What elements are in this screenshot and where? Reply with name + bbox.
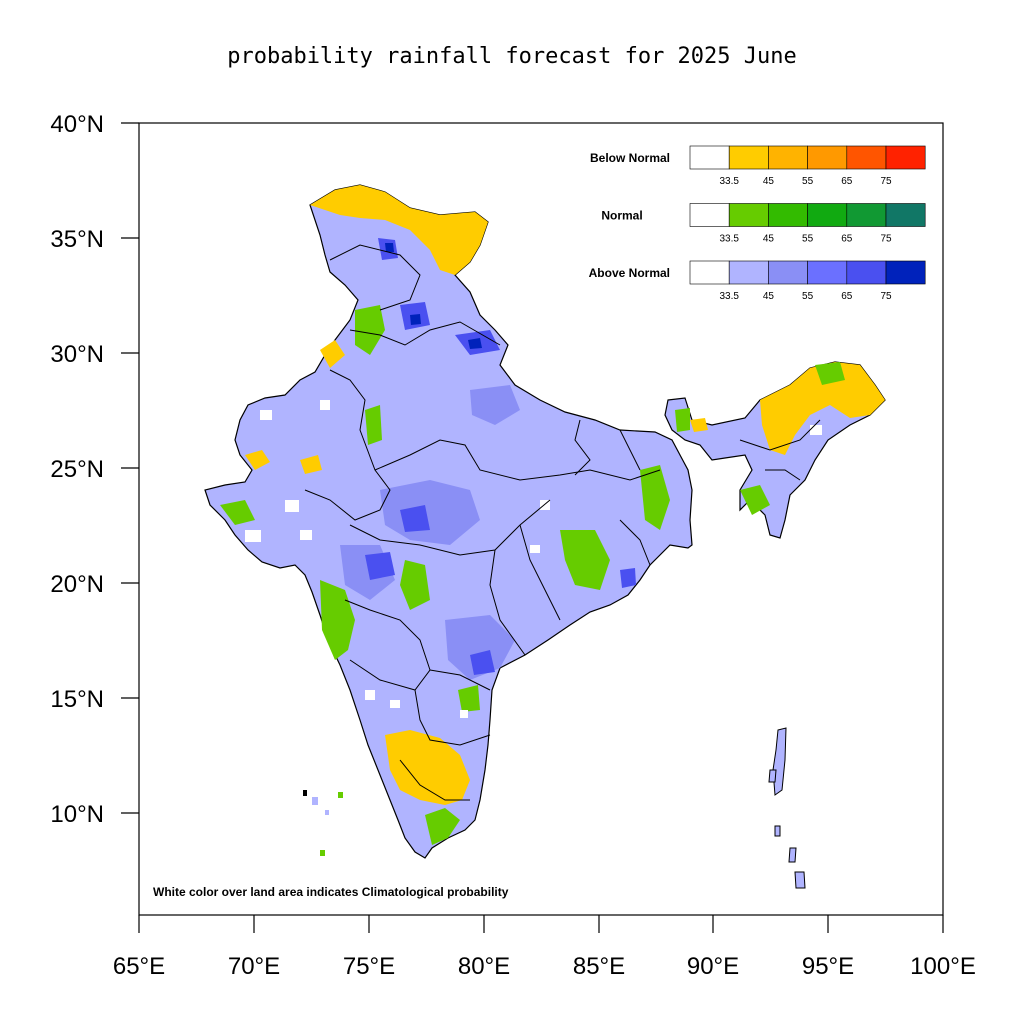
below-normal-regions — [245, 185, 885, 805]
legend-label-0: Below Normal — [590, 151, 670, 165]
legend-tick-1-2: 55 — [802, 234, 814, 245]
lat-label-10: 10°N — [50, 801, 104, 828]
legend-swatch-1-5 — [885, 203, 926, 227]
legend-swatch-2-5 — [885, 260, 926, 285]
legend-swatch-0-4 — [846, 145, 887, 170]
legend-swatch-2-4 — [846, 260, 887, 285]
legend-tick-2-2: 55 — [802, 291, 814, 302]
legend-tick-1-3: 65 — [841, 234, 853, 245]
latitude-axis: 40°N 35°N 30°N 25°N 20°N 15°N 10°N — [50, 111, 139, 828]
legend-tick-0-4: 75 — [880, 176, 892, 187]
lat-label-20: 20°N — [50, 571, 104, 598]
legend-swatch-2-1 — [728, 260, 769, 285]
lon-label-95: 95°E — [802, 953, 854, 980]
legend-swatch-1-1 — [728, 203, 769, 227]
lon-label-100: 100°E — [910, 953, 976, 980]
legend-swatch-1-0 — [689, 203, 730, 227]
legend-tick-2-3: 65 — [841, 291, 853, 302]
legend-swatch-2-3 — [807, 260, 848, 285]
above-normal-darkest-regions — [385, 243, 482, 349]
legend: Below Normal 33.5 45 55 65 75 Normal 33.5 45 55 65… — [589, 145, 926, 302]
legend-tick-0-3: 65 — [841, 176, 853, 187]
legend-tick-2-1: 45 — [763, 291, 775, 302]
legend-tick-2-0: 33.5 — [719, 291, 739, 302]
state-borders — [304, 244, 821, 801]
legend-swatch-0-2 — [768, 145, 808, 170]
lat-label-40: 40°N — [50, 111, 104, 138]
lon-label-90: 90°E — [687, 953, 739, 980]
legend-label-1: Normal — [601, 209, 642, 223]
lakshadweep-islands — [303, 790, 343, 856]
andaman-nicobar-islands — [768, 727, 806, 889]
legend-tick-0-2: 55 — [802, 176, 814, 187]
climatology-note: White color over land area indicates Cli… — [153, 885, 509, 899]
longitude-axis: 65°E 70°E 75°E 80°E 85°E 90°E 95°E 100°E — [113, 915, 976, 980]
legend-swatch-1-4 — [846, 203, 887, 227]
legend-tick-1-1: 45 — [763, 234, 775, 245]
lon-label-80: 80°E — [458, 953, 510, 980]
legend-label-2: Above Normal — [589, 266, 670, 280]
lat-label-15: 15°N — [50, 686, 104, 713]
legend-swatch-0-1 — [728, 145, 769, 170]
legend-swatch-2-0 — [689, 260, 730, 285]
legend-tick-1-0: 33.5 — [719, 234, 739, 245]
map-title: probability rainfall forecast for 2025 J… — [227, 44, 797, 69]
lon-label-85: 85°E — [573, 953, 625, 980]
lat-label-25: 25°N — [50, 456, 104, 483]
legend-swatch-1-3 — [807, 203, 848, 227]
climatological-spots — [245, 400, 822, 718]
lon-label-75: 75°E — [343, 953, 395, 980]
legend-swatch-0-5 — [885, 145, 926, 170]
legend-tick-0-1: 45 — [763, 176, 775, 187]
legend-tick-1-4: 75 — [880, 234, 892, 245]
lat-label-35: 35°N — [50, 226, 104, 253]
lon-label-65: 65°E — [113, 953, 165, 980]
legend-swatch-1-2 — [768, 203, 808, 227]
map-frame — [138, 122, 944, 916]
legend-swatch-0-0 — [689, 145, 730, 170]
lat-label-30: 30°N — [50, 341, 104, 368]
legend-tick-0-0: 33.5 — [719, 176, 739, 187]
lon-label-70: 70°E — [228, 953, 280, 980]
legend-tick-2-4: 75 — [880, 291, 892, 302]
legend-swatch-2-2 — [768, 260, 808, 285]
legend-swatch-0-3 — [807, 145, 848, 170]
normal-regions — [220, 305, 845, 845]
